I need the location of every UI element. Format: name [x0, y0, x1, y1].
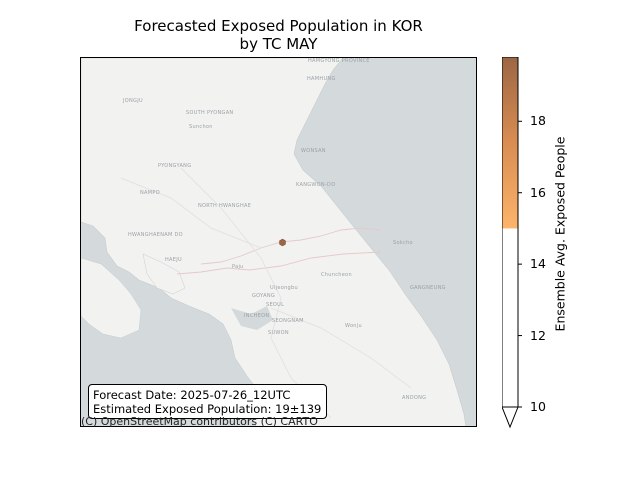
map-label: SOUTH PYONGAN	[186, 110, 234, 116]
map-label: HWANGHAENAM DO	[128, 232, 183, 238]
map-label: HAMGYONG PROVINCE	[308, 58, 370, 64]
chart-title: Forecasted Exposed Population in KOR by …	[80, 17, 477, 53]
han-estuary	[231, 306, 273, 330]
colorbar-tick-label: 14	[530, 256, 546, 272]
map-label: SEOUL	[266, 302, 285, 308]
estimated-population-text: Estimated Exposed Population: 19±139	[93, 402, 322, 416]
basemap-svg	[81, 58, 467, 426]
map-label: GOYANG	[252, 293, 276, 299]
colorbar-tick-label: 18	[530, 113, 546, 129]
coast-detail	[81, 257, 142, 339]
map-label: NORTH HWANGHAE	[198, 203, 252, 209]
map-label: HAEJU	[165, 257, 182, 263]
colorbar-extend-triangle	[502, 406, 519, 429]
land-mass	[81, 58, 467, 426]
map-label: Wonju	[345, 323, 362, 329]
colorbar-white-segment	[502, 228, 518, 407]
colorbar-outline	[502, 57, 519, 407]
map-label: SUWON	[268, 330, 289, 336]
map-label: KANGWON-DO	[296, 182, 336, 188]
map-label: HAMHUNG	[307, 76, 336, 82]
chart-title-line1: Forecasted Exposed Population in KOR	[134, 17, 423, 35]
exposure-point-marker[interactable]	[279, 238, 286, 247]
colorbar-color-segment	[502, 57, 518, 229]
map-label: Paju	[232, 264, 244, 270]
colorbar	[502, 57, 522, 429]
map-label: GANGNEUNG	[410, 285, 446, 291]
map-label: Sokcho	[393, 240, 413, 246]
map-label: ANDONG	[402, 395, 427, 401]
colorbar-tick-label: 12	[530, 327, 546, 343]
province-boundary	[200, 227, 382, 265]
colorbar-label: Ensemble Avg. Exposed People	[552, 136, 568, 332]
map-label: Chuncheon	[321, 272, 352, 278]
map-label: SEONGNAM	[272, 318, 304, 324]
map-label: JONGJU	[123, 98, 143, 104]
colorbar-tick-label: 16	[530, 184, 546, 200]
forecast-date-text: Forecast Date: 2025-07-26_12UTC	[93, 388, 291, 402]
colorbar-tick-label: 10	[530, 399, 546, 414]
map-label: WONSAN	[301, 148, 326, 154]
basemap[interactable]	[80, 57, 477, 427]
map-label: INCHEON	[244, 313, 270, 319]
forecast-info-box: Forecast Date: 2025-07-26_12UTC Estimate…	[88, 384, 328, 419]
map-label: PYONGYANG	[158, 163, 192, 169]
map-label: Uijeongbu	[270, 285, 298, 291]
chart-title-line2: by TC MAY	[239, 35, 318, 53]
map-label: NAMPO	[140, 190, 160, 196]
map-attribution: (C) OpenStreetMap contributors (C) CARTO	[81, 415, 318, 428]
map-label: Sunchon	[189, 124, 213, 130]
